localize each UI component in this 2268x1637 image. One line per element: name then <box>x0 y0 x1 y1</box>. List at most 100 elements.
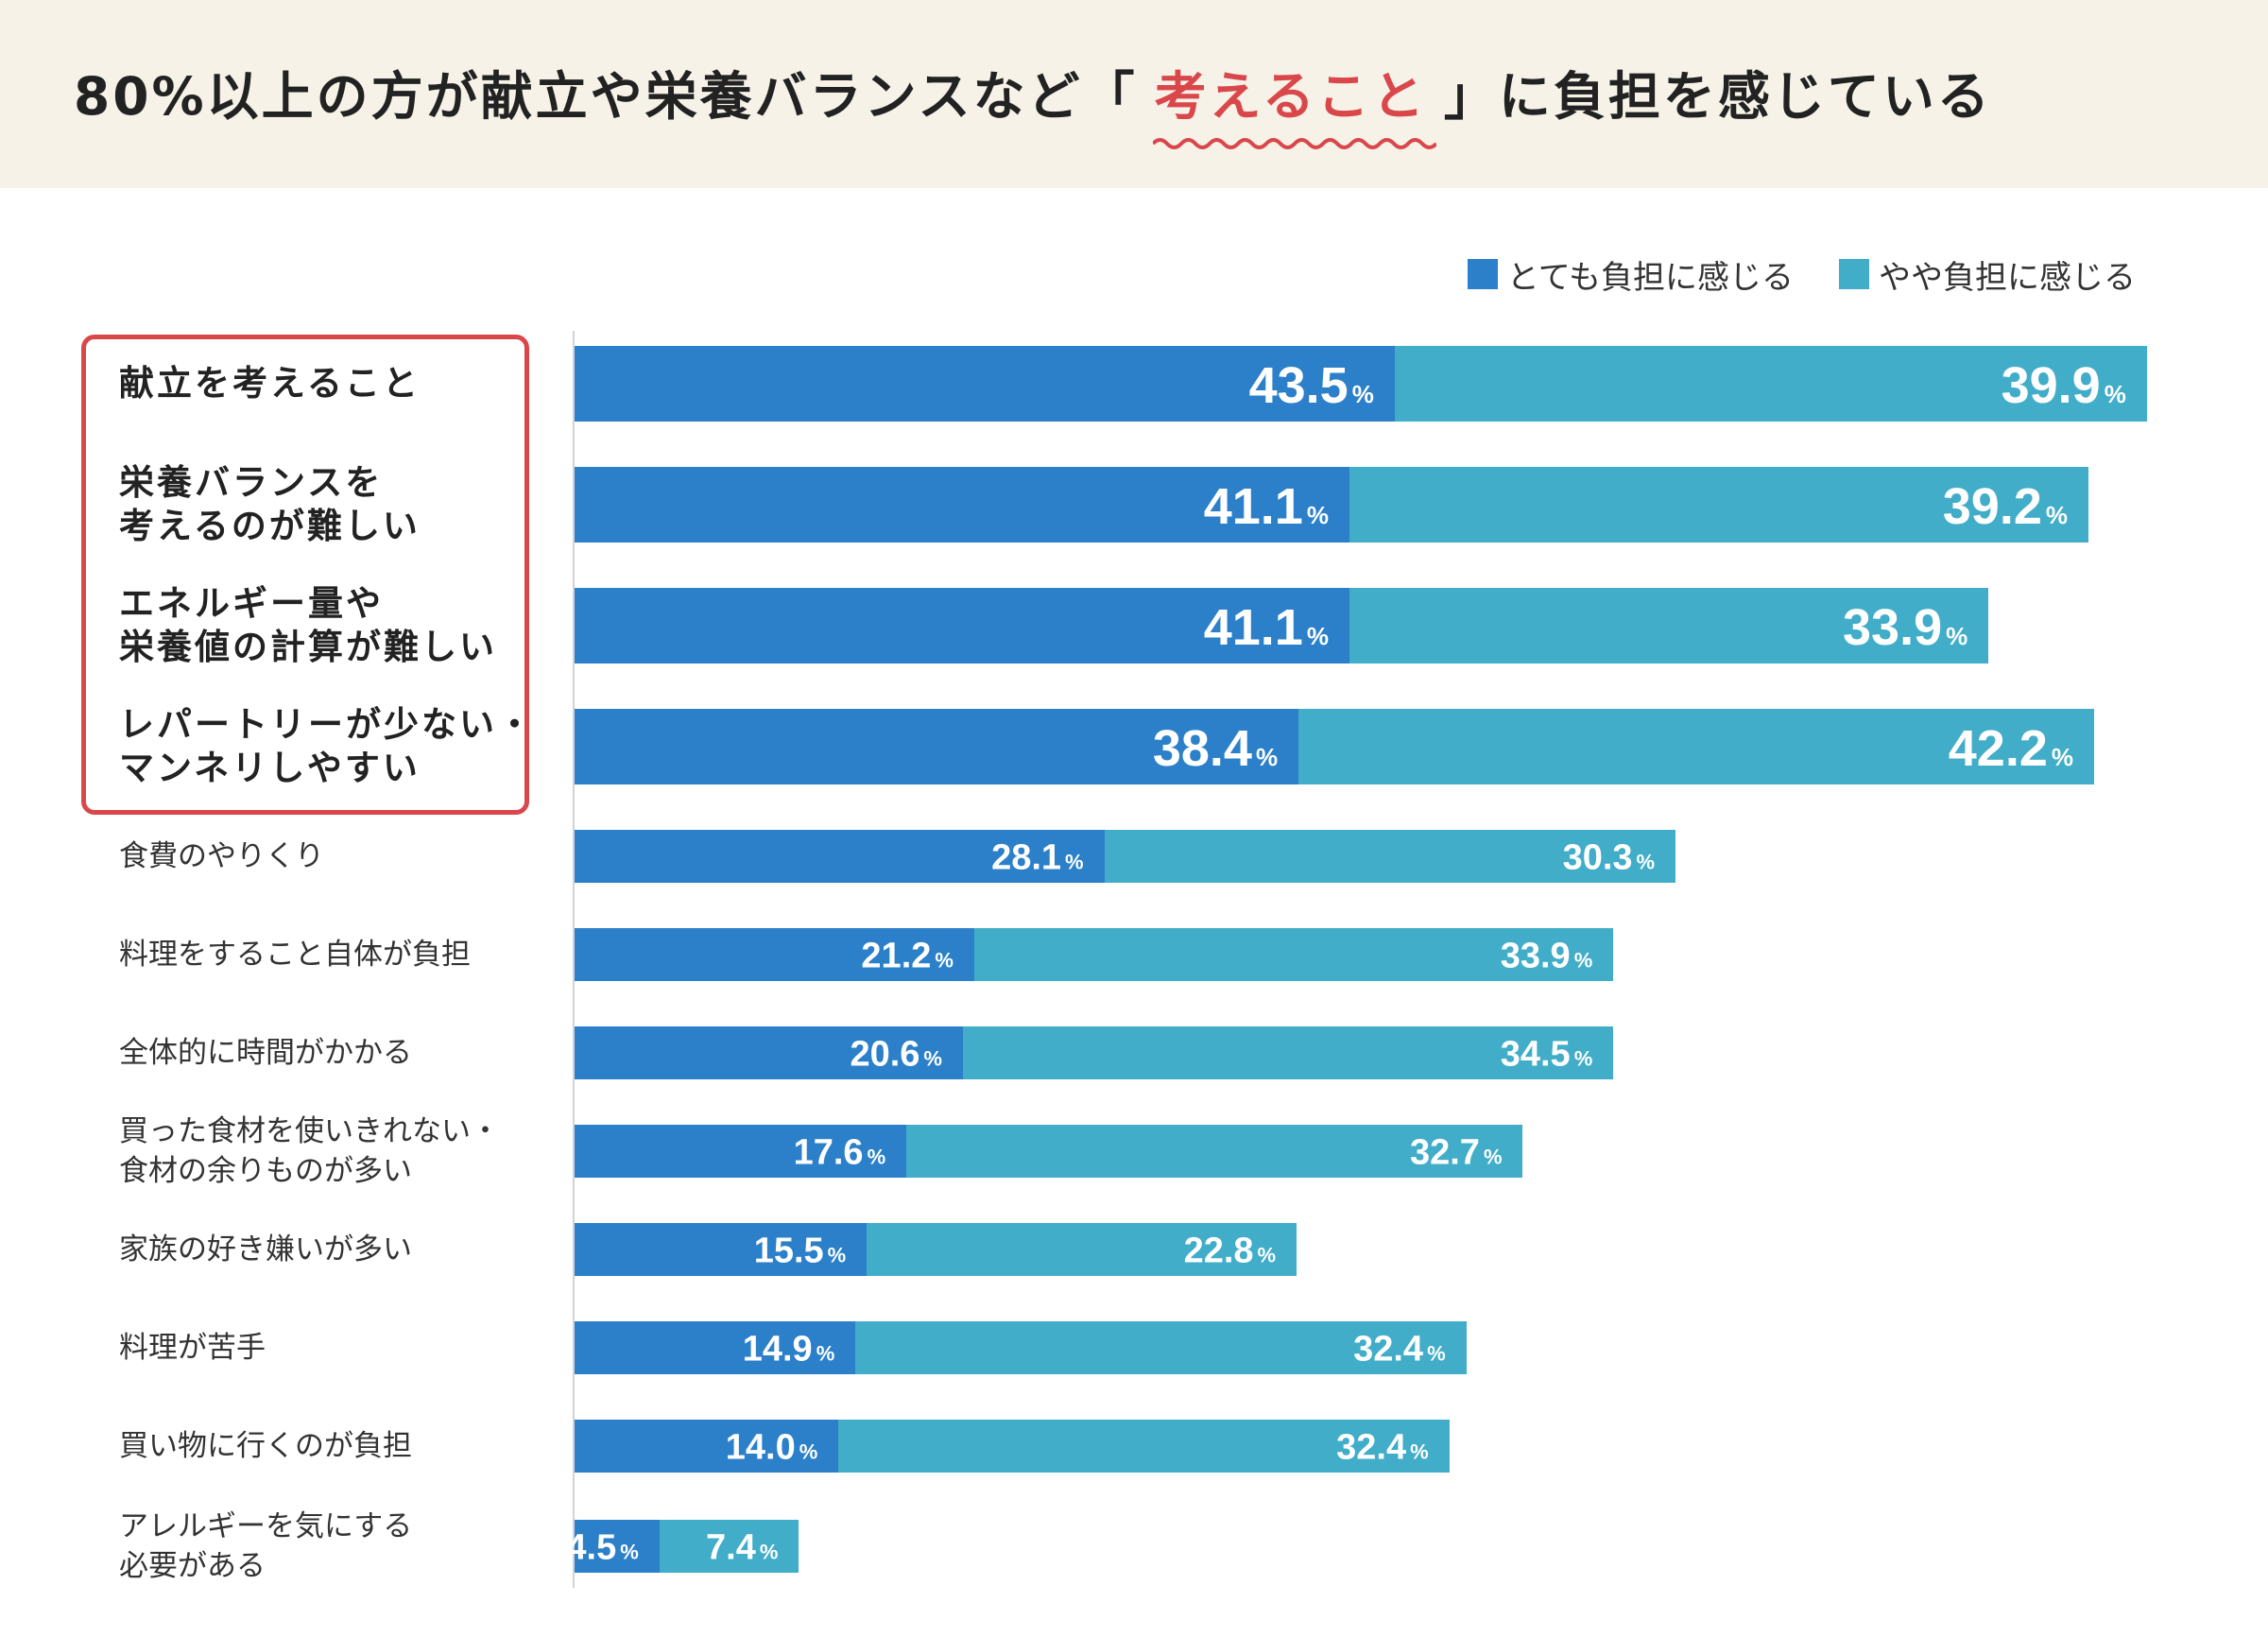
value-label-strong: 14.0% <box>726 1428 818 1469</box>
bar-segment-moderate <box>855 1321 1467 1374</box>
legend-swatch-strong <box>1467 259 1498 289</box>
value-label-moderate: 34.5% <box>1501 1035 1593 1076</box>
value-label-strong: 38.4% <box>1153 719 1278 778</box>
value-label-strong-unit: % <box>923 1046 942 1071</box>
bar-segment-moderate <box>1104 830 1676 883</box>
value-label-moderate: 32.4% <box>1336 1428 1429 1469</box>
category-label: レパートリーが少ない・ マンネリしやすい <box>119 704 535 788</box>
category-label: 買い物に行くのが負担 <box>119 1429 412 1463</box>
value-label-strong-number: 4.5 <box>566 1527 617 1568</box>
bar-segment-strong <box>575 1420 839 1473</box>
value-label-moderate: 39.9% <box>2002 356 2126 415</box>
value-label-moderate-unit: % <box>1483 1145 1503 1169</box>
value-label-moderate: 33.9% <box>1843 598 1967 657</box>
value-label-strong-unit: % <box>827 1243 847 1267</box>
category-label: 全体的に時間がかかる <box>119 1036 412 1070</box>
highlight-box <box>81 335 529 815</box>
bar-segment-moderate <box>838 1420 1450 1473</box>
value-label-moderate-number: 39.9 <box>2001 357 2101 414</box>
value-label-strong: 43.5% <box>1249 356 1374 415</box>
legend-item-strong: とても負担に感じる <box>1467 251 1794 298</box>
value-label-moderate: 7.4% <box>706 1528 778 1569</box>
value-label-moderate-number: 32.4 <box>1336 1427 1407 1468</box>
title-text-after: 」に負担を感じている <box>1443 66 1992 127</box>
bar-segment-moderate <box>659 1520 799 1573</box>
bar-segment-strong <box>575 830 1105 883</box>
value-label-strong-number: 20.6 <box>850 1034 920 1075</box>
bar-segment-strong <box>575 346 1395 422</box>
value-label-moderate-unit: % <box>759 1540 779 1564</box>
value-label-strong-number: 38.4 <box>1152 720 1252 777</box>
value-label-moderate-unit: % <box>2104 380 2126 408</box>
value-label-moderate-number: 33.9 <box>1500 936 1571 976</box>
bar-segment-strong <box>575 928 974 981</box>
header-banner: 80%以上の方が献立や栄養バランスなど「 考えること 」に負担を感じている <box>0 0 2268 188</box>
title-highlight: 考えること <box>1138 59 1444 149</box>
bar-segment-strong <box>575 1125 907 1178</box>
value-label-strong-number: 14.0 <box>725 1427 796 1468</box>
bar-segment-moderate <box>1349 588 1989 663</box>
value-label-moderate: 30.3% <box>1563 838 1656 879</box>
value-label-strong-number: 21.2 <box>861 936 932 976</box>
bar-segment-moderate <box>973 928 1614 981</box>
category-label: 栄養バランスを 考えるのが難しい <box>119 462 421 546</box>
value-label-moderate-number: 22.8 <box>1183 1231 1254 1271</box>
value-label-moderate-unit: % <box>2045 501 2068 529</box>
value-label-moderate-unit: % <box>1427 1341 1446 1366</box>
value-label-moderate-unit: % <box>1573 1046 1593 1071</box>
value-label-moderate-number: 33.9 <box>1843 599 1943 656</box>
bar-segment-moderate <box>1394 346 2147 422</box>
value-label-strong: 41.1% <box>1204 598 1329 657</box>
value-label-strong-number: 43.5 <box>1248 357 1349 414</box>
value-label-strong: 17.6% <box>794 1133 886 1174</box>
legend-item-moderate: やや負担に感じる <box>1839 251 2136 298</box>
value-label-moderate-unit: % <box>1410 1439 1429 1464</box>
legend-label-moderate: やや負担に感じる <box>1879 258 2136 297</box>
value-label-moderate-unit: % <box>1573 948 1593 973</box>
value-label-moderate-number: 30.3 <box>1562 837 1633 878</box>
value-label-strong-number: 14.9 <box>742 1329 813 1370</box>
value-label-strong-unit: % <box>816 1341 835 1366</box>
chart-legend: とても負担に感じる やや負担に感じる <box>1467 251 2136 298</box>
value-label-moderate-unit: % <box>1636 850 1656 874</box>
bar-segment-moderate <box>1349 467 2088 543</box>
value-label-strong: 21.2% <box>861 937 954 977</box>
value-label-moderate-number: 39.2 <box>1942 478 2042 535</box>
value-label-moderate-number: 34.5 <box>1500 1034 1571 1075</box>
value-label-strong-number: 17.6 <box>793 1132 864 1173</box>
value-label-moderate-number: 32.7 <box>1409 1132 1480 1173</box>
title-highlight-text: 考えること <box>1154 66 1427 127</box>
value-label-moderate: 42.2% <box>1949 719 2073 778</box>
legend-label-strong: とても負担に感じる <box>1506 258 1794 297</box>
value-label-strong-number: 28.1 <box>991 837 1062 878</box>
value-label-moderate: 39.2% <box>1943 477 2068 536</box>
bar-segment-strong <box>575 467 1349 543</box>
category-label: 買った食材を使いきれない・ 食材の余りものが多い <box>119 1114 500 1188</box>
bar-segment-strong <box>575 1026 963 1079</box>
bar-segment-strong <box>575 1321 856 1374</box>
category-label: 家族の好き嫌いが多い <box>119 1232 412 1267</box>
value-label-moderate-number: 7.4 <box>706 1527 756 1568</box>
value-label-strong-unit: % <box>1306 501 1329 529</box>
bar-segment-strong <box>575 1223 868 1276</box>
value-label-strong-unit: % <box>620 1540 639 1564</box>
wavy-underline-icon <box>1152 138 1436 149</box>
value-label-strong: 20.6% <box>850 1035 942 1076</box>
title-text-before: 80%以上の方が献立や栄養バランスなど「 <box>74 66 1138 127</box>
value-label-moderate: 22.8% <box>1184 1232 1277 1272</box>
value-label-moderate-number: 32.4 <box>1353 1329 1424 1370</box>
bar-segment-strong <box>575 588 1349 663</box>
value-label-strong-number: 41.1 <box>1203 478 1303 535</box>
value-label-moderate: 33.9% <box>1501 937 1593 977</box>
value-label-strong: 41.1% <box>1204 477 1329 536</box>
bar-segment-strong <box>575 709 1299 784</box>
value-label-strong: 4.5% <box>566 1528 638 1569</box>
value-label-strong-unit: % <box>1351 380 1374 408</box>
value-label-strong: 28.1% <box>991 838 1084 879</box>
value-label-moderate-unit: % <box>1257 1243 1277 1267</box>
value-label-strong-unit: % <box>1306 622 1329 650</box>
category-label: 食費のやりくり <box>119 839 324 873</box>
value-label-strong-unit: % <box>1255 743 1279 771</box>
page-title: 80%以上の方が献立や栄養バランスなど「 考えること 」に負担を感じている <box>74 59 1992 149</box>
